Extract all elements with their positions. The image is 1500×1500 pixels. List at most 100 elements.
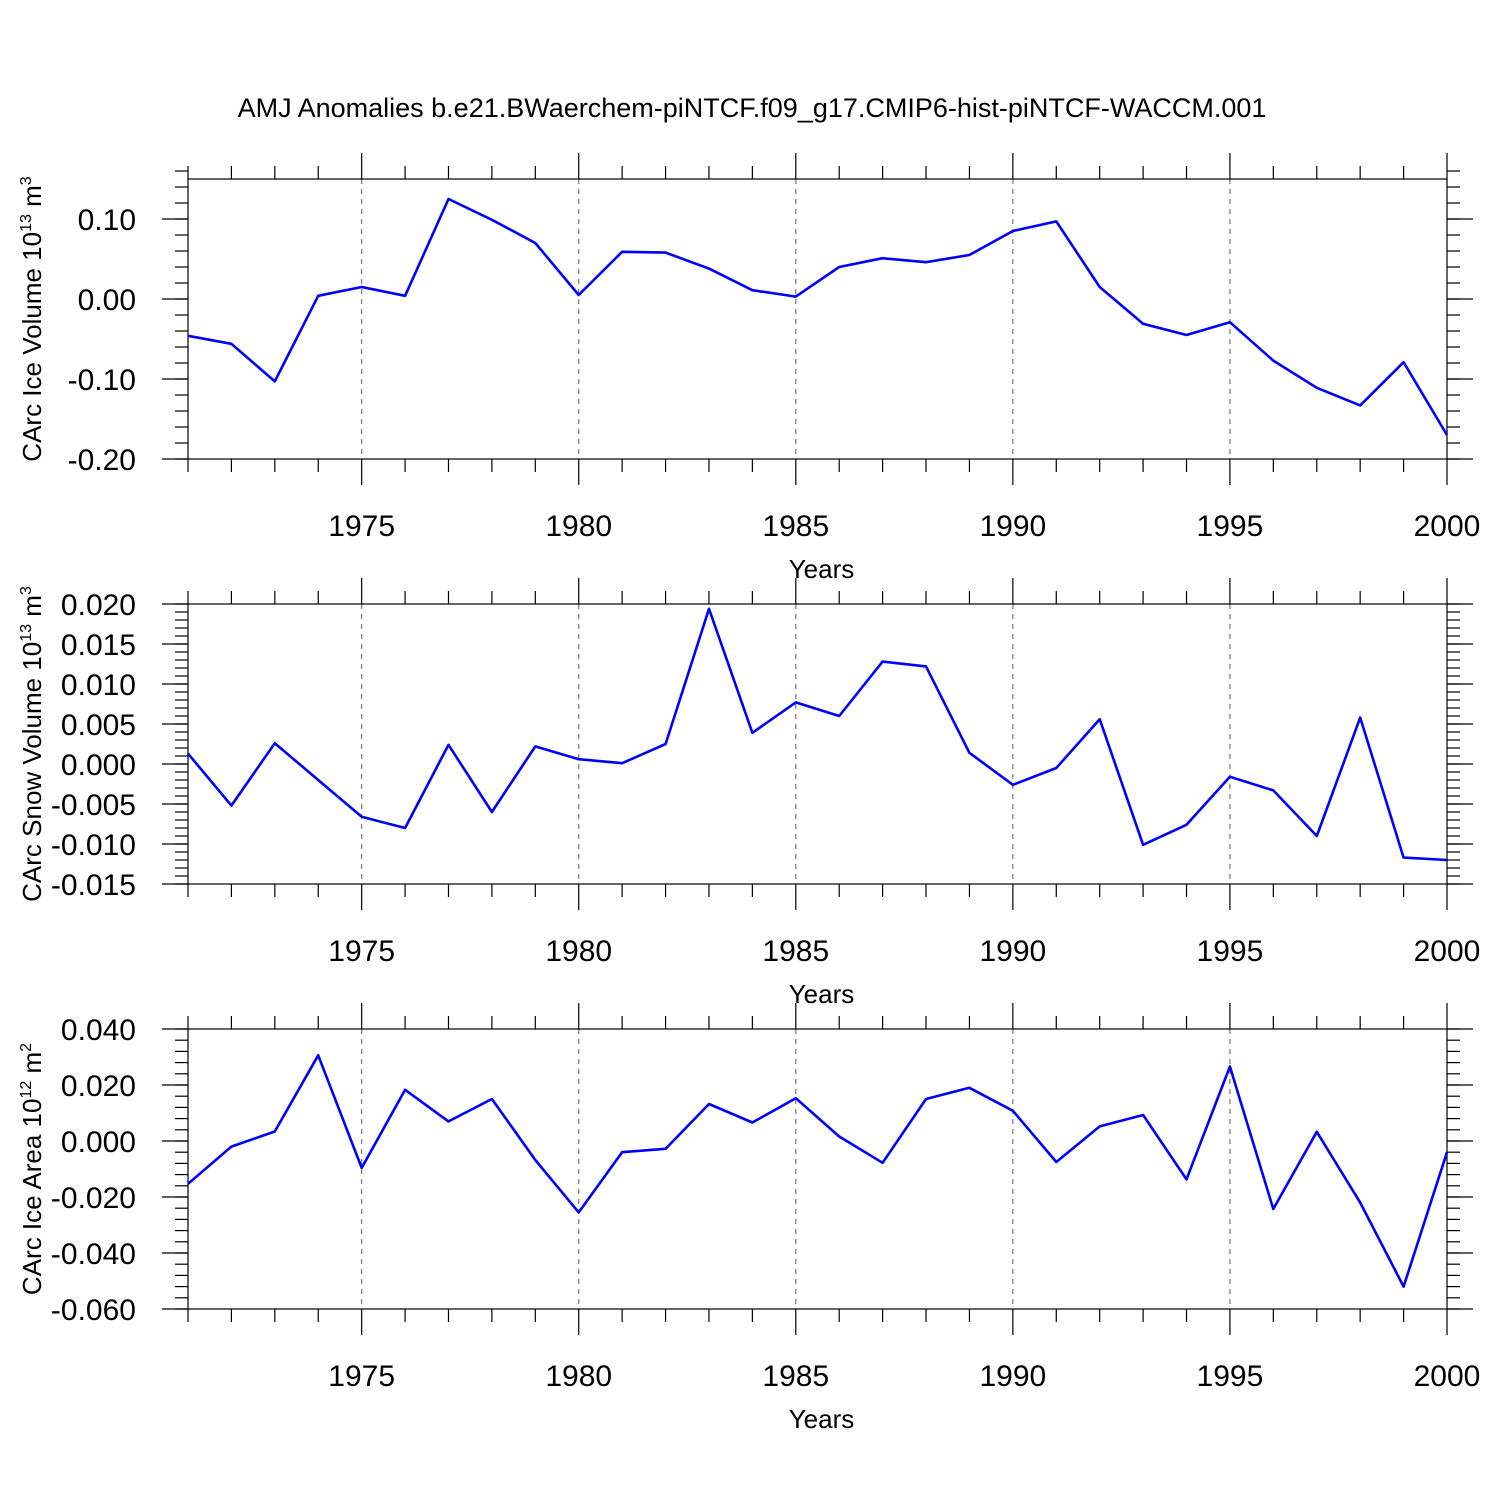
- y-axis-label: CArc Ice Volume 1013 m3: [17, 176, 47, 461]
- data-point: [316, 778, 320, 782]
- x-tick-label: 1980: [545, 935, 612, 968]
- y-axis-label-part: CArc Ice Volume 10: [17, 232, 47, 462]
- data-point: [1445, 433, 1449, 437]
- data-point: [1185, 333, 1189, 337]
- data-point: [664, 251, 668, 255]
- data-point: [403, 826, 407, 830]
- data-point: [664, 1147, 668, 1151]
- data-point: [1358, 1201, 1362, 1205]
- data-point: [1141, 843, 1145, 847]
- data-point: [1185, 823, 1189, 827]
- x-tick-label: 2000: [1414, 935, 1481, 968]
- data-point: [1228, 1065, 1232, 1069]
- y-axis-label-part: m: [17, 595, 47, 624]
- x-tick-label: 1990: [979, 935, 1046, 968]
- data-point: [620, 250, 624, 254]
- data-point: [533, 1158, 537, 1162]
- data-point: [316, 1053, 320, 1057]
- x-tick-label: 1995: [1197, 1360, 1264, 1393]
- panel-3: -0.060 -0.040 -0.020 0.000 0.020 0.040 1975 198…: [17, 1003, 1480, 1434]
- data-point: [1402, 1285, 1406, 1289]
- y-axis-label-part: 13: [18, 214, 35, 232]
- x-tick-label: 1990: [979, 510, 1046, 543]
- data-point: [750, 731, 754, 735]
- data-point: [577, 757, 581, 761]
- data-point: [1271, 1207, 1275, 1211]
- y-tick-label: 0.000: [61, 1126, 136, 1159]
- y-axis-label-part: CArc Ice Area 10: [17, 1099, 47, 1296]
- y-tick-label: -0.10: [68, 364, 136, 397]
- data-point: [1098, 285, 1102, 289]
- y-axis-label-part: 3: [18, 586, 35, 595]
- y-tick-label: 0.000: [61, 749, 136, 782]
- panel-1: -0.20 -0.10 0.00 0.10 1975 1980 1985 1990 1995 20…: [17, 153, 1480, 584]
- x-tick-label: 1980: [545, 510, 612, 543]
- data-point: [794, 700, 798, 704]
- data-point: [924, 1097, 928, 1101]
- y-axis-label-part: 2: [18, 1043, 35, 1052]
- data-point: [403, 294, 407, 298]
- data-point: [1315, 386, 1319, 390]
- data-point: [620, 1150, 624, 1154]
- series-line: [187, 197, 1449, 436]
- data-point: [273, 741, 277, 745]
- plot-frame: [187, 178, 1448, 460]
- plot-frame: [187, 1028, 1448, 1310]
- data-point: [1141, 322, 1145, 326]
- data-point: [273, 1129, 277, 1133]
- y-tick-label: -0.010: [51, 829, 136, 862]
- x-tick-label: 1975: [328, 935, 395, 968]
- data-point: [1098, 1124, 1102, 1128]
- data-point: [794, 295, 798, 299]
- data-point: [664, 742, 668, 746]
- y-axis-label-part: 3: [18, 176, 35, 185]
- data-point: [881, 1161, 885, 1165]
- data-point: [1402, 360, 1406, 364]
- data-point: [490, 1097, 494, 1101]
- data-point: [707, 267, 711, 271]
- x-tick-label: 1990: [979, 1360, 1046, 1393]
- data-point: [1228, 775, 1232, 779]
- data-point: [1445, 858, 1449, 862]
- data-point: [1315, 1130, 1319, 1134]
- series-line: [187, 607, 1448, 862]
- data-point: [924, 664, 928, 668]
- plot-frame: [187, 603, 1448, 885]
- data-point: [490, 218, 494, 222]
- y-tick-label: 0.00: [78, 284, 136, 317]
- y-tick-label: -0.060: [51, 1294, 136, 1327]
- y-tick-label: -0.015: [51, 869, 136, 902]
- y-axis-label: CArc Ice Area 1012 m2: [17, 1043, 47, 1295]
- data-point: [1054, 219, 1058, 223]
- data-point: [1185, 1177, 1189, 1181]
- data-point: [1011, 783, 1015, 787]
- data-point: [186, 752, 190, 756]
- x-tick-label: 1995: [1197, 510, 1264, 543]
- data-point: [1445, 1150, 1449, 1154]
- figure-title: AMJ Anomalies b.e21.BWaerchem-piNTCF.f09…: [238, 93, 1267, 123]
- y-axis-label: CArc Snow Volume 1013 m3: [17, 586, 47, 902]
- data-point: [490, 810, 494, 814]
- y-tick-label: 0.020: [61, 1070, 136, 1103]
- data-point: [707, 607, 711, 611]
- data-point: [707, 1102, 711, 1106]
- x-tick-label: 1975: [328, 1360, 395, 1393]
- data-point: [837, 714, 841, 718]
- data-point: [577, 293, 581, 297]
- y-tick-label: 0.020: [61, 589, 136, 622]
- data-point: [750, 288, 754, 292]
- data-point: [1054, 766, 1058, 770]
- data-point: [533, 241, 537, 245]
- data-point: [577, 1210, 581, 1214]
- data-point: [967, 1086, 971, 1090]
- data-point: [881, 256, 885, 260]
- data-point: [1271, 359, 1275, 363]
- x-tick-label: 1985: [762, 1360, 829, 1393]
- data-point: [967, 751, 971, 755]
- data-point: [229, 342, 233, 346]
- data-point: [1315, 834, 1319, 838]
- data-point: [1402, 856, 1406, 860]
- data-point: [403, 1088, 407, 1092]
